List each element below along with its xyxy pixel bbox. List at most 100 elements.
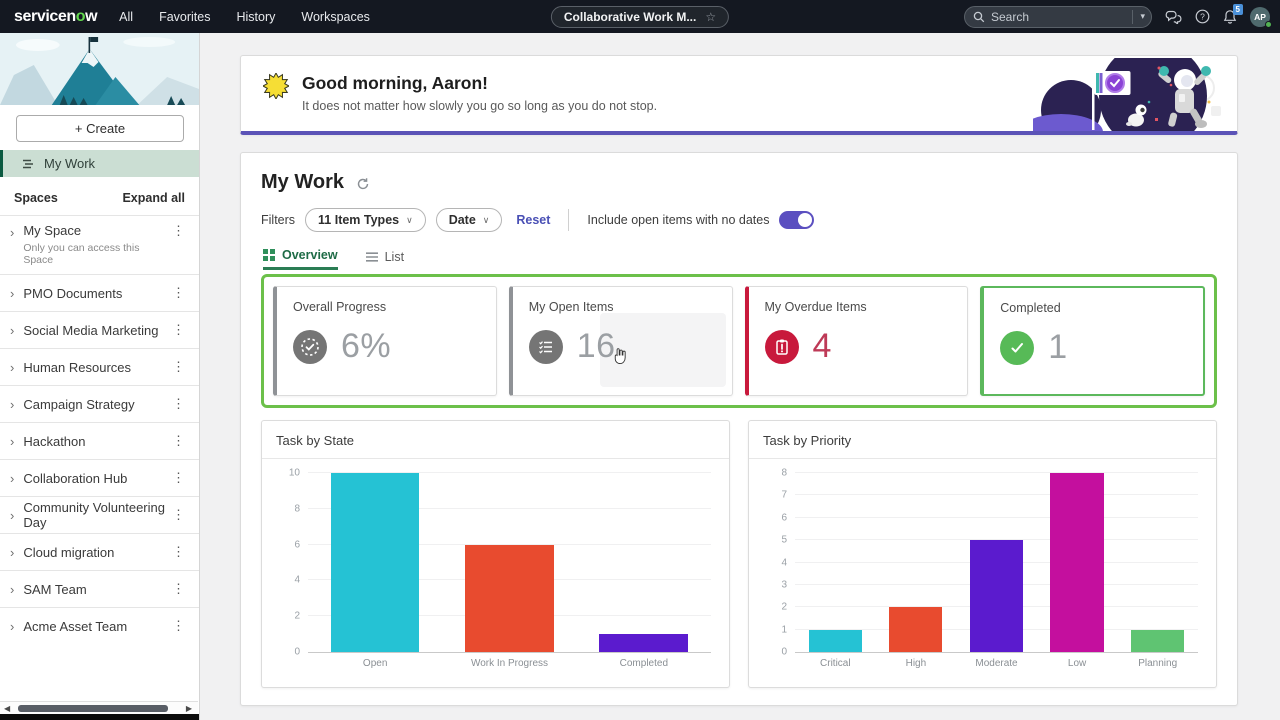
scrollbar-thumb[interactable] — [18, 705, 168, 712]
mountain-illustration — [0, 33, 199, 105]
y-axis-tick: 10 — [288, 467, 300, 479]
bar-cell — [577, 473, 711, 652]
avatar[interactable]: AP — [1250, 6, 1272, 28]
reset-filters-link[interactable]: Reset — [516, 213, 551, 227]
sidebar-space-human-resources[interactable]: › Human Resources ⋮ — [0, 348, 199, 385]
chevron-right-icon[interactable]: › — [10, 544, 15, 560]
space-label: SAM Team — [23, 581, 87, 597]
filter-pill-date[interactable]: Date ∨ — [435, 208, 503, 232]
chevron-right-icon[interactable]: › — [10, 433, 15, 449]
gridline — [795, 472, 1198, 473]
kpi-card-my-open-items[interactable]: My Open Items 16 — [508, 286, 733, 396]
tab-overview[interactable]: Overview — [263, 248, 338, 270]
sidebar-space-community-volunteering-day[interactable]: › Community Volunteering Day ⋮ — [0, 496, 199, 533]
y-axis-tick: 0 — [781, 646, 787, 658]
help-icon[interactable]: ? — [1195, 9, 1210, 24]
chevron-right-icon[interactable]: › — [10, 322, 15, 338]
sidebar-space-my-space[interactable]: › My Space Only you can access this Space ⋮ — [0, 215, 199, 274]
sidebar-space-pmo-documents[interactable]: › PMO Documents ⋮ — [0, 274, 199, 311]
bar-moderate[interactable] — [969, 540, 1024, 652]
y-axis-tick: 0 — [294, 646, 300, 658]
grid-icon — [263, 249, 275, 261]
kpi-card-my-overdue-items[interactable]: My Overdue Items 4 — [744, 286, 969, 396]
workspace-tab[interactable]: Collaborative Work M... ☆ — [550, 5, 730, 28]
search-scope-dropdown[interactable]: ▾ — [1132, 9, 1145, 24]
chevron-right-icon[interactable]: › — [10, 507, 15, 523]
horizontal-scrollbar[interactable]: ◀ ▶ — [0, 701, 198, 714]
chart-plot: 0 1 2 3 4 5 6 7 8 — [781, 468, 1198, 658]
filter-pill-11-item-types[interactable]: 11 Item Types ∨ — [305, 208, 426, 232]
sidebar-space-hackathon[interactable]: › Hackathon ⋮ — [0, 422, 199, 459]
bar-planning[interactable] — [1131, 629, 1185, 652]
bar-low[interactable] — [1050, 473, 1104, 652]
chart-title: Task by Priority — [763, 433, 852, 448]
sidebar-space-collaboration-hub[interactable]: › Collaboration Hub ⋮ — [0, 459, 199, 496]
chevron-down-icon: ∨ — [406, 214, 413, 225]
connect-chat-icon[interactable] — [1165, 10, 1182, 24]
no-dates-toggle[interactable] — [779, 211, 815, 229]
kebab-menu-icon[interactable]: ⋮ — [172, 581, 185, 596]
sidebar-space-campaign-strategy[interactable]: › Campaign Strategy ⋮ — [0, 385, 199, 422]
bar-open[interactable] — [330, 473, 420, 652]
y-axis-tick: 2 — [294, 610, 300, 622]
space-body: SAM Team — [23, 582, 170, 597]
kebab-menu-icon[interactable]: ⋮ — [172, 223, 185, 238]
create-button[interactable]: + Create — [16, 115, 184, 142]
bar-high[interactable] — [889, 607, 943, 652]
chevron-right-icon[interactable]: › — [10, 359, 15, 375]
notifications-bell-icon[interactable]: 5 — [1223, 3, 1243, 25]
kebab-menu-icon[interactable]: ⋮ — [172, 285, 185, 300]
tab-list[interactable]: List — [365, 248, 404, 270]
kebab-menu-icon[interactable]: ⋮ — [172, 433, 185, 448]
bar-work-in-progress[interactable] — [465, 544, 554, 652]
kebab-menu-icon[interactable]: ⋮ — [172, 618, 185, 633]
kpi-hover-highlight — [600, 313, 726, 387]
chevron-right-icon[interactable]: › — [10, 396, 15, 412]
chevron-right-icon[interactable]: › — [10, 225, 15, 240]
kebab-menu-icon[interactable]: ⋮ — [172, 470, 185, 485]
sidebar-item-my-work[interactable]: My Work — [0, 150, 199, 177]
chevron-right-icon[interactable]: › — [10, 581, 15, 597]
space-label: Social Media Marketing — [23, 322, 159, 338]
bar-critical[interactable] — [808, 629, 862, 652]
mouse-cursor — [611, 347, 628, 371]
chart-x-labels: Critical High Moderate Low Planning — [795, 658, 1198, 669]
kebab-menu-icon[interactable]: ⋮ — [172, 507, 185, 522]
sidebar-space-acme-asset-team[interactable]: › Acme Asset Team ⋮ — [0, 607, 199, 644]
nav-link-history[interactable]: History — [236, 9, 276, 24]
kebab-menu-icon[interactable]: ⋮ — [172, 322, 185, 337]
bar-completed[interactable] — [599, 634, 689, 652]
nav-link-favorites[interactable]: Favorites — [159, 9, 211, 24]
nav-link-workspaces[interactable]: Workspaces — [301, 9, 370, 24]
sidebar-space-social-media-marketing[interactable]: › Social Media Marketing ⋮ — [0, 311, 199, 348]
list-icon — [365, 251, 378, 263]
sidebar-space-sam-team[interactable]: › SAM Team ⋮ — [0, 570, 199, 607]
refresh-icon[interactable] — [356, 177, 370, 191]
scroll-left-arrow-icon[interactable]: ◀ — [4, 704, 11, 713]
chevron-right-icon[interactable]: › — [10, 618, 15, 634]
search-input[interactable]: Search ▾ — [964, 5, 1152, 28]
chevron-right-icon[interactable]: › — [10, 285, 15, 301]
kebab-menu-icon[interactable]: ⋮ — [172, 544, 185, 559]
bars — [308, 473, 711, 652]
servicenow-logo[interactable]: servicenow — [14, 7, 98, 25]
kebab-menu-icon[interactable]: ⋮ — [172, 396, 185, 411]
scroll-right-arrow-icon[interactable]: ▶ — [185, 704, 192, 713]
nav-link-all[interactable]: All — [119, 9, 134, 24]
y-axis-tick: 8 — [294, 503, 300, 515]
space-label: Community Volunteering Day — [23, 500, 165, 530]
chart-plot: 0 2 4 6 8 10 — [289, 468, 711, 658]
chevron-right-icon[interactable]: › — [10, 470, 15, 486]
bar-cell — [1037, 473, 1118, 652]
spaces-header: Spaces — [14, 191, 58, 205]
kpi-value: 6% — [341, 327, 392, 365]
kpi-card-completed[interactable]: Completed 1 — [980, 286, 1205, 396]
sidebar-space-cloud-migration[interactable]: › Cloud migration ⋮ — [0, 533, 199, 570]
top-nav-bar: servicenow All Favorites History Workspaces… — [0, 0, 1280, 33]
kebab-menu-icon[interactable]: ⋮ — [172, 359, 185, 374]
gridline — [795, 539, 1198, 541]
expand-all-link[interactable]: Expand all — [122, 191, 185, 205]
favorite-star-icon[interactable]: ☆ — [705, 9, 717, 24]
space-label: Hackathon — [23, 433, 86, 449]
kpi-card-overall-progress[interactable]: Overall Progress 6% — [273, 286, 497, 396]
